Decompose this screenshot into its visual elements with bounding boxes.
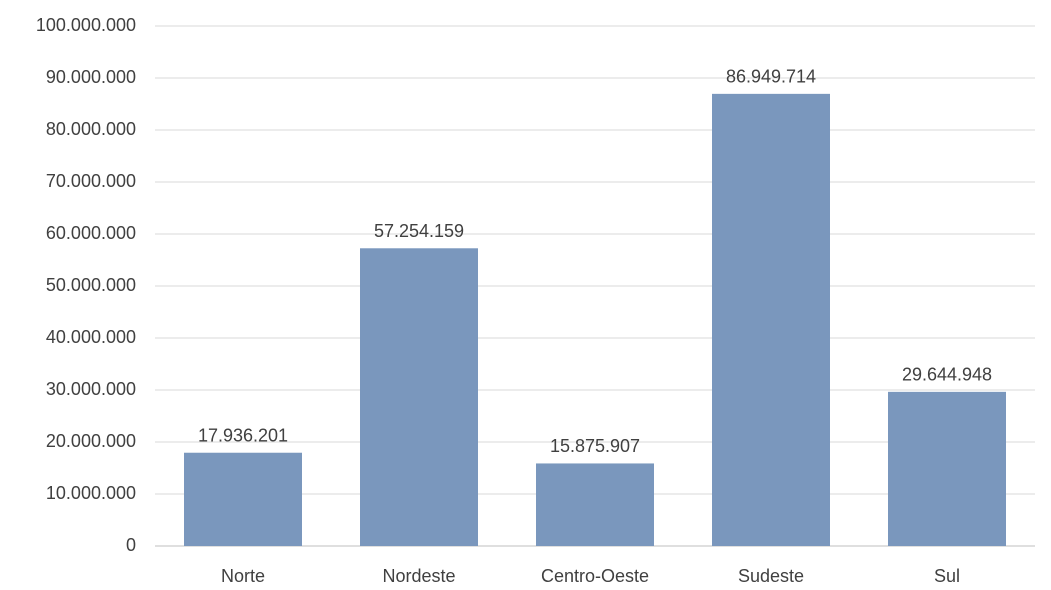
bar (888, 391, 1006, 546)
data-label: 17.936.201 (198, 425, 288, 445)
bar (184, 452, 302, 546)
y-tick-label: 70.000.000 (46, 171, 136, 191)
x-tick-label: Nordeste (382, 566, 455, 586)
y-tick-label: 20.000.000 (46, 431, 136, 451)
y-tick-label: 80.000.000 (46, 119, 136, 139)
x-tick-label: Sudeste (738, 566, 804, 586)
data-label: 86.949.714 (726, 67, 816, 87)
x-tick-label: Norte (221, 566, 265, 586)
y-tick-label: 60.000.000 (46, 223, 136, 243)
data-label: 57.254.159 (374, 221, 464, 241)
y-tick-label: 40.000.000 (46, 327, 136, 347)
y-tick-label: 10.000.000 (46, 483, 136, 503)
y-tick-label: 90.000.000 (46, 67, 136, 87)
data-label: 15.875.907 (550, 436, 640, 456)
y-tick-label: 100.000.000 (36, 15, 136, 35)
x-tick-label: Centro-Oeste (541, 566, 649, 586)
y-tick-label: 0 (126, 535, 136, 555)
y-tick-label: 30.000.000 (46, 379, 136, 399)
data-label: 29.644.948 (902, 365, 992, 385)
bar (536, 463, 654, 546)
bar (360, 248, 478, 546)
y-tick-label: 50.000.000 (46, 275, 136, 295)
bar (712, 93, 830, 547)
x-tick-label: Sul (934, 566, 960, 586)
